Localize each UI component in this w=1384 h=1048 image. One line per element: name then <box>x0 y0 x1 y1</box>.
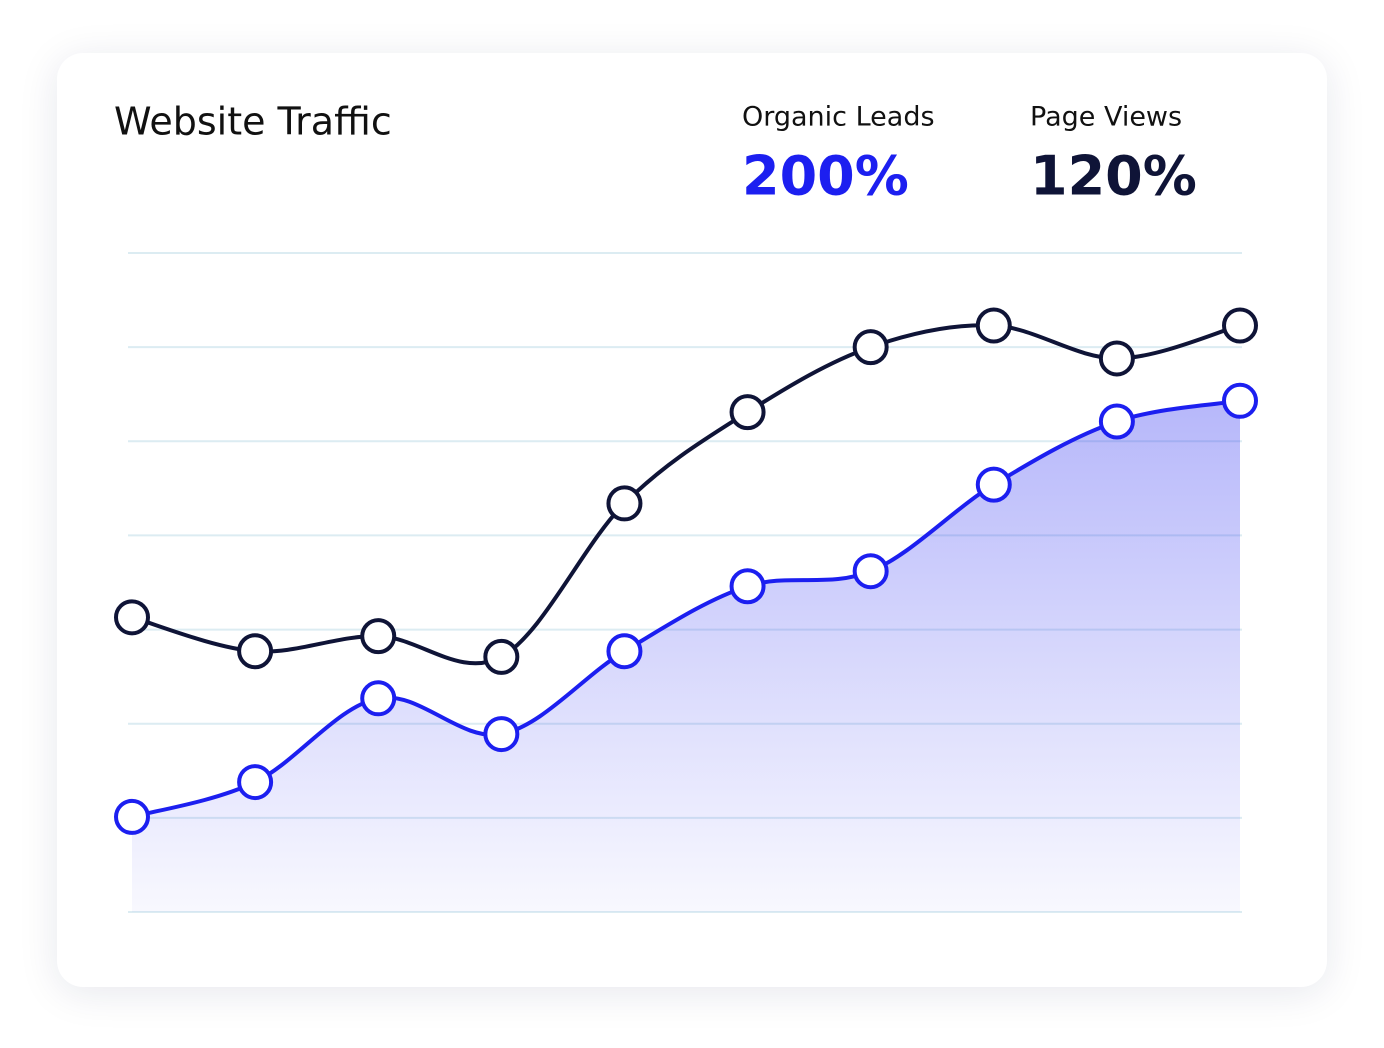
point <box>1222 382 1258 419</box>
point <box>483 716 520 753</box>
point <box>360 618 397 655</box>
point <box>237 764 274 801</box>
point <box>975 307 1012 344</box>
line <box>131 323 1241 666</box>
area <box>132 400 1240 912</box>
line <box>131 398 1241 819</box>
point <box>606 633 643 670</box>
legend-label: Page Views <box>1030 102 1182 133</box>
point <box>114 798 150 835</box>
point <box>852 329 889 366</box>
chart-title: Website Traffic <box>114 100 392 144</box>
point <box>975 466 1012 503</box>
point <box>729 568 766 605</box>
point <box>360 680 397 717</box>
point <box>1222 307 1258 344</box>
point <box>852 553 889 590</box>
point <box>237 633 274 670</box>
point <box>1098 403 1135 440</box>
point <box>483 638 520 675</box>
point <box>1098 340 1135 377</box>
stat-value: 120% <box>1030 145 1197 208</box>
point <box>729 394 766 431</box>
legend-label: Organic Leads <box>742 102 935 133</box>
point <box>606 485 643 522</box>
stat-value: 200% <box>742 145 909 208</box>
point <box>114 599 150 636</box>
